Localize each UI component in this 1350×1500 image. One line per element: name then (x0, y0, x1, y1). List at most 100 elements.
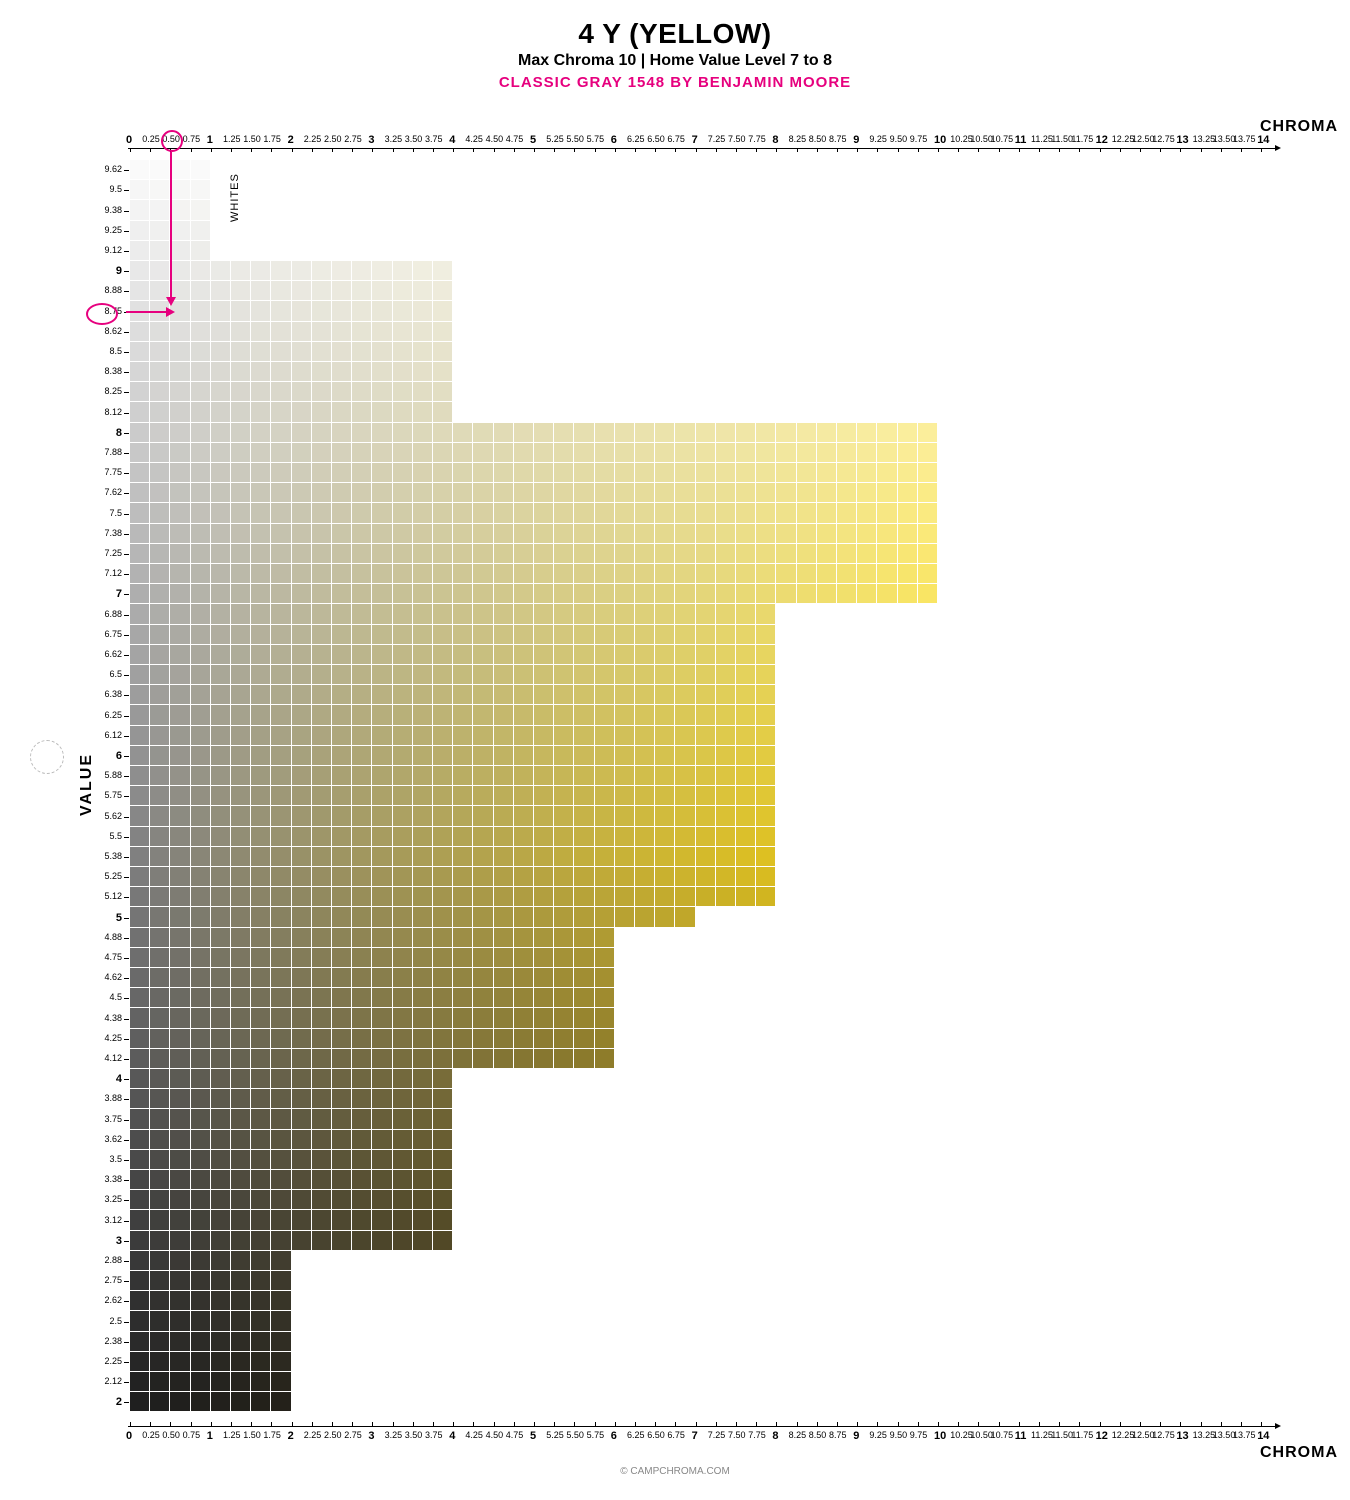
swatch-cell (231, 766, 250, 785)
swatch-cell (413, 1008, 432, 1027)
axis-line (534, 1422, 535, 1426)
chroma-label-minor: 8.50 (809, 1430, 827, 1440)
swatch-cell (332, 625, 351, 644)
swatch-cell (312, 564, 331, 583)
swatch-cell (696, 847, 715, 866)
swatch-cell (191, 281, 210, 300)
swatch-cell (312, 867, 331, 886)
swatch-cell (191, 160, 210, 179)
axis-line (211, 148, 212, 152)
swatch-cell (251, 1291, 270, 1310)
swatch-cell (231, 645, 250, 664)
swatch-cell (675, 645, 694, 664)
swatch-cell (130, 1251, 149, 1270)
swatch-cell (312, 322, 331, 341)
swatch-cell (393, 483, 412, 502)
swatch-cell (453, 685, 472, 704)
swatch-cell (170, 1372, 189, 1391)
swatch-cell (292, 382, 311, 401)
swatch-cell (332, 685, 351, 704)
swatch-cell (211, 1311, 230, 1330)
axis-line (124, 170, 129, 171)
swatch-cell (372, 806, 391, 825)
swatch-cell (170, 786, 189, 805)
swatch-cell (898, 524, 917, 543)
axis-line (124, 514, 129, 515)
axis-line (655, 148, 656, 152)
swatch-cell (150, 887, 169, 906)
swatch-cell (675, 524, 694, 543)
swatch-cell (231, 665, 250, 684)
swatch-cell (574, 443, 593, 462)
swatch-cell (534, 766, 553, 785)
swatch-cell (312, 584, 331, 603)
chroma-label-major: 7 (692, 1430, 698, 1442)
swatch-cell (877, 584, 896, 603)
swatch-cell (292, 827, 311, 846)
swatch-cell (352, 1069, 371, 1088)
swatch-cell (332, 322, 351, 341)
swatch-cell (554, 1029, 573, 1048)
swatch-cell (150, 1008, 169, 1027)
swatch-cell (312, 1049, 331, 1068)
swatch-cell (312, 1130, 331, 1149)
axis-line (124, 413, 129, 414)
chroma-label-minor: 11.25 (1031, 134, 1053, 144)
swatch-cell (393, 544, 412, 563)
swatch-cell (675, 503, 694, 522)
swatch-cell (372, 423, 391, 442)
value-label-minor: 6.75 (92, 629, 122, 639)
swatch-cell (797, 564, 816, 583)
axis-line (124, 1120, 129, 1121)
swatch-cell (231, 1029, 250, 1048)
swatch-cell (191, 301, 210, 320)
swatch-cell (554, 645, 573, 664)
swatch-cell (170, 160, 189, 179)
axis-line (271, 148, 272, 152)
swatch-cell (494, 483, 513, 502)
axis-line (124, 1322, 129, 1323)
swatch-cell (251, 1049, 270, 1068)
axis-line (1201, 1422, 1202, 1426)
swatch-cell (211, 1271, 230, 1290)
swatch-cell (433, 1089, 452, 1108)
swatch-cell (251, 322, 270, 341)
chroma-label-minor: 5.75 (587, 1430, 605, 1440)
swatch-cell (191, 1109, 210, 1128)
axis-line (124, 1221, 129, 1222)
swatch-cell (271, 1271, 290, 1290)
swatch-cell (473, 766, 492, 785)
swatch-cell (756, 665, 775, 684)
chroma-label-minor: 13.75 (1233, 1430, 1256, 1440)
swatch-cell (191, 1210, 210, 1229)
swatch-cell (251, 402, 270, 421)
swatch-cell (231, 443, 250, 462)
swatch-cell (130, 423, 149, 442)
swatch-cell (393, 281, 412, 300)
swatch-cell (292, 1109, 311, 1128)
axis-line (716, 148, 717, 152)
chroma-label-minor: 3.25 (385, 134, 403, 144)
swatch-cell (716, 463, 735, 482)
swatch-cell (413, 423, 432, 442)
swatch-cell (130, 160, 149, 179)
swatch-cell (211, 968, 230, 987)
swatch-cell (696, 524, 715, 543)
swatch-cell (655, 584, 674, 603)
swatch-cell (150, 1311, 169, 1330)
swatch-cell (716, 746, 735, 765)
axis-line (124, 857, 129, 858)
swatch-cell (393, 1231, 412, 1250)
swatch-cell (251, 806, 270, 825)
swatch-cell (413, 665, 432, 684)
swatch-cell (211, 1150, 230, 1169)
swatch-cell (130, 483, 149, 502)
swatch-cell (352, 685, 371, 704)
swatch-cell (130, 746, 149, 765)
swatch-cell (211, 524, 230, 543)
swatch-cell (271, 1049, 290, 1068)
swatch-cell (554, 423, 573, 442)
swatch-cell (574, 685, 593, 704)
swatch-cell (877, 483, 896, 502)
swatch-cell (170, 604, 189, 623)
